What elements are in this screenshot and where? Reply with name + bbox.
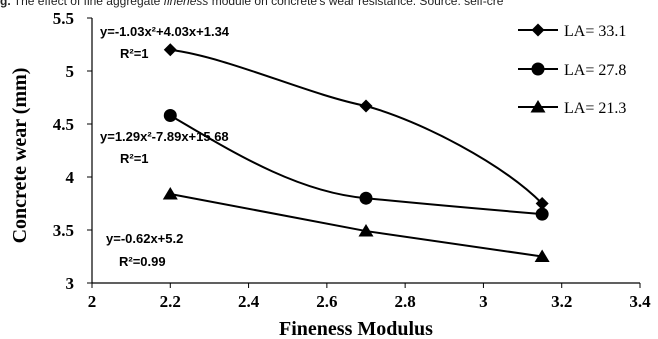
caption-text: The effect of fine aggregate	[10, 0, 164, 8]
caption-rest: module on concrete's wear resistance. So…	[208, 0, 504, 8]
data-point-diamond	[163, 43, 177, 57]
y-tick-label: 5.5	[53, 9, 74, 28]
x-tick-label: 3.4	[629, 292, 651, 311]
legend-label: LA= 21.3	[564, 100, 626, 117]
trendline-equation: y=-1.03x²+4.03x+1.34	[100, 24, 230, 39]
series-line	[170, 192, 543, 258]
legend-marker-diamond	[531, 23, 545, 37]
y-tick-label: 4.5	[53, 115, 74, 134]
x-tick-label: 2.8	[395, 292, 416, 311]
data-point-circle	[163, 109, 177, 123]
y-tick-label: 3.5	[53, 221, 74, 240]
x-tick-label: 2.2	[160, 292, 181, 311]
legend-marker-triangle	[530, 100, 546, 113]
x-tick-label: 2	[88, 292, 97, 311]
legend-item: LA= 21.3	[518, 100, 626, 117]
series-diamond	[163, 43, 549, 210]
data-point-diamond	[535, 197, 549, 210]
y-axis-label: Concrete wear (mm)	[9, 68, 31, 244]
axes	[87, 17, 641, 288]
r-squared-label: R²=1	[120, 151, 149, 166]
x-tick-label: 2.6	[316, 292, 337, 311]
legend-label: LA= 27.8	[564, 62, 626, 79]
legend-item: LA= 27.8	[518, 62, 626, 79]
r-squared-label: R²=1	[120, 46, 149, 61]
figure-caption: g. The effect of fine aggregate fineness…	[0, 0, 658, 10]
y-tick-label: 5	[66, 62, 75, 81]
legend-label: LA= 33.1	[564, 23, 626, 40]
data-point-triangle	[534, 249, 550, 262]
x-tick-label: 3	[479, 292, 488, 311]
x-tick-label: 2.4	[238, 292, 260, 311]
series-circle	[163, 109, 549, 221]
legend-marker-circle	[531, 62, 545, 76]
y-tick-label: 3	[66, 274, 75, 293]
trendline-equation: y=-0.62x+5.2	[106, 231, 183, 246]
data-point-triangle	[358, 224, 374, 237]
trendline-annotations: y=-1.03x²+4.03x+1.34 R²=1 y=1.29x²-7.89x+1…	[100, 24, 230, 269]
data-point-diamond	[359, 99, 373, 113]
r-squared-label: R²=0.99	[119, 254, 166, 269]
series-layer	[162, 43, 550, 262]
trendline-equation: y=1.29x²-7.89x+15.68	[100, 129, 229, 144]
tick-labels: 2 2.2 2.4 2.6 2.8 3 3.2 3.4 3 3.5 4 4.5 5 5.5	[53, 9, 651, 311]
legend: LA= 33.1 LA= 27.8 LA= 21.3	[518, 23, 626, 117]
x-tick-label: 3.2	[551, 292, 572, 311]
data-point-circle	[359, 191, 373, 205]
y-tick-label: 4	[66, 168, 75, 187]
x-axis-label: Fineness Modulus	[279, 318, 433, 339]
caption-italic: fineness	[163, 0, 209, 8]
series-line	[170, 48, 543, 205]
series-triangle	[162, 186, 550, 262]
data-point-triangle	[162, 186, 178, 200]
data-point-circle	[535, 207, 549, 221]
legend-item: LA= 33.1	[518, 23, 626, 40]
caption-lead: g.	[0, 0, 11, 8]
